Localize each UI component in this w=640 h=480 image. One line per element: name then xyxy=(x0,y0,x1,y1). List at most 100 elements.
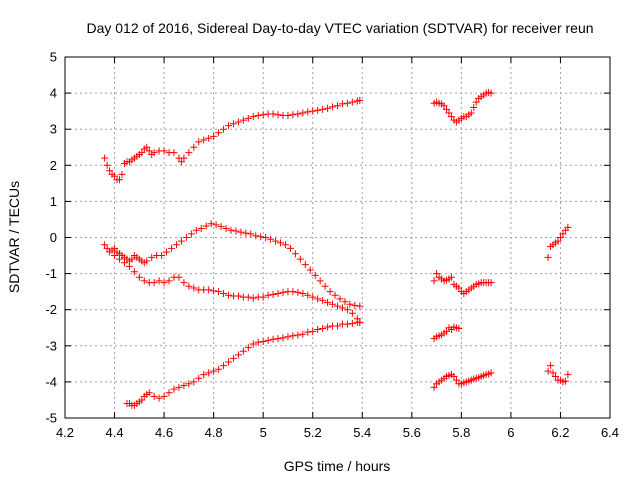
data-point xyxy=(299,330,307,338)
data-point xyxy=(249,340,257,348)
data-point xyxy=(249,294,257,302)
data-point xyxy=(306,266,314,274)
chart-title: Day 012 of 2016, Sidereal Day-to-day VTE… xyxy=(86,20,593,36)
data-point xyxy=(177,158,185,166)
data-point xyxy=(299,289,307,297)
data-point xyxy=(544,367,552,375)
data-point xyxy=(229,354,237,362)
data-point xyxy=(351,301,359,309)
data-point xyxy=(487,369,495,377)
data-point xyxy=(324,298,332,306)
data-point xyxy=(309,327,317,335)
series-track-5 xyxy=(430,88,495,126)
data-point xyxy=(470,104,478,112)
data-point xyxy=(329,103,337,111)
data-point xyxy=(220,125,228,133)
data-point xyxy=(163,248,171,256)
data-point xyxy=(150,279,158,287)
data-point xyxy=(116,176,123,184)
data-point xyxy=(175,273,183,281)
data-point xyxy=(168,244,176,252)
data-point xyxy=(289,111,297,119)
data-point xyxy=(304,291,312,299)
x-tick-label: 5.8 xyxy=(452,425,470,440)
data-point xyxy=(239,116,247,124)
data-point xyxy=(281,241,289,249)
y-tick-label: 2 xyxy=(50,158,57,173)
axis-ticks: 4.2 4.4 4.6 4.8 5 5.2 5.4 5.6 5.8 6 6.2 6.4 5 4 3 2 1 0 -1… xyxy=(45,50,619,441)
data-point xyxy=(202,222,210,230)
data-point xyxy=(103,244,111,252)
data-point xyxy=(217,223,225,231)
data-point xyxy=(242,229,250,237)
data-point xyxy=(319,324,327,332)
data-point xyxy=(190,284,198,292)
data-point xyxy=(101,241,109,249)
data-point xyxy=(319,105,327,113)
series-track-2 xyxy=(101,220,364,310)
data-point xyxy=(234,118,242,126)
data-point xyxy=(343,99,351,107)
data-point xyxy=(304,108,312,116)
data-point xyxy=(215,129,223,137)
data-point xyxy=(220,362,228,370)
series-track-10 xyxy=(544,362,572,386)
data-point xyxy=(247,230,255,238)
data-point xyxy=(101,154,109,162)
data-point xyxy=(254,338,262,346)
data-point xyxy=(334,102,341,110)
data-point xyxy=(447,113,455,121)
data-point xyxy=(348,98,356,106)
x-tick-label: 5 xyxy=(260,425,267,440)
data-point xyxy=(291,250,299,258)
data-point xyxy=(430,277,438,285)
data-point xyxy=(222,224,230,232)
data-point xyxy=(195,138,203,146)
x-tick-label: 5.6 xyxy=(403,425,421,440)
data-point xyxy=(343,306,351,314)
data-point xyxy=(180,279,188,287)
data-point xyxy=(190,143,198,151)
data-point xyxy=(103,161,111,169)
data-point xyxy=(279,288,287,296)
data-point xyxy=(564,371,572,379)
data-point xyxy=(334,322,341,330)
data-point xyxy=(177,237,185,245)
data-point xyxy=(160,147,168,155)
data-point xyxy=(269,335,277,343)
data-point xyxy=(225,122,232,130)
data-point xyxy=(319,297,327,305)
data-point xyxy=(309,107,317,115)
data-point xyxy=(445,109,453,117)
data-point xyxy=(324,323,332,331)
data-point xyxy=(239,347,247,355)
data-point xyxy=(215,288,223,296)
data-point xyxy=(130,268,138,276)
data-point xyxy=(455,324,463,332)
data-point xyxy=(150,149,158,157)
y-tick-label: -1 xyxy=(45,266,57,281)
data-point xyxy=(254,111,262,119)
x-tick-label: 5.4 xyxy=(353,425,371,440)
data-point xyxy=(259,111,267,119)
data-point xyxy=(143,143,151,151)
data-point xyxy=(356,302,364,310)
y-tick-label: -2 xyxy=(45,302,57,317)
data-point xyxy=(172,241,180,249)
data-point xyxy=(324,104,332,112)
data-point xyxy=(190,378,198,386)
x-tick-label: 5.2 xyxy=(304,425,322,440)
data-point xyxy=(150,392,158,400)
x-tick-label: 6.2 xyxy=(551,425,569,440)
data-point xyxy=(215,365,223,373)
data-point xyxy=(544,253,552,261)
data-point xyxy=(554,237,562,245)
data-point xyxy=(269,110,277,118)
data-point xyxy=(274,111,282,119)
series-track-9 xyxy=(544,223,572,261)
data-point xyxy=(299,109,307,117)
data-point xyxy=(175,383,183,391)
data-point xyxy=(205,369,213,377)
series-track-4 xyxy=(123,318,364,409)
data-point xyxy=(125,262,133,270)
